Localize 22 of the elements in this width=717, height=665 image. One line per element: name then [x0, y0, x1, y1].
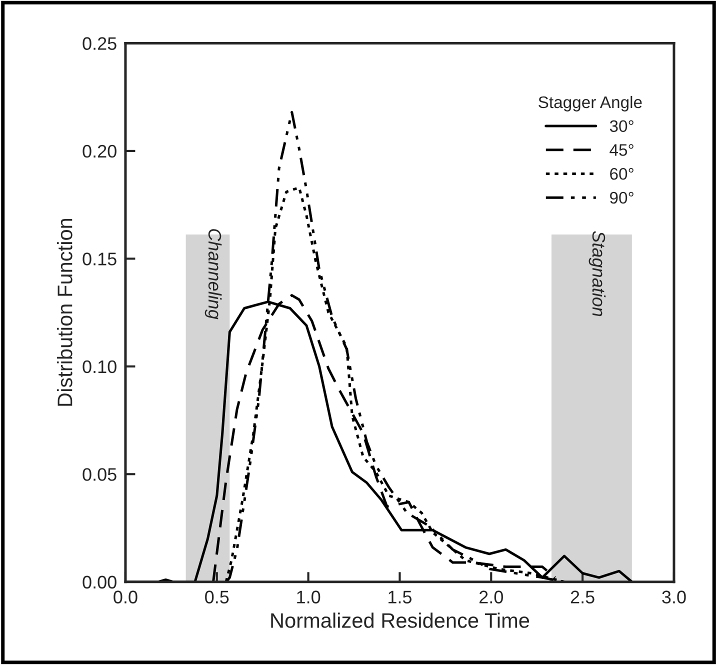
- legend-label: 60°: [610, 168, 634, 180]
- x-tick-label: 1.5: [388, 590, 412, 604]
- y-tick-label: 0.10: [82, 360, 116, 374]
- x-axis-title: Normalized Residence Time: [271, 612, 530, 628]
- y-tick-label: 0.15: [82, 252, 116, 266]
- legend-label: 30°: [610, 120, 634, 132]
- y-tick-label: 0.00: [82, 576, 116, 589]
- x-tick-label: 0.5: [205, 590, 229, 604]
- x-tick-label: 1.0: [297, 590, 320, 604]
- y-tick-label: 0.25: [82, 37, 116, 50]
- band-label: Channeling: [204, 229, 222, 320]
- legend-title: Stagger Angle: [538, 96, 642, 112]
- y-axis-title: Distribution Function: [57, 218, 72, 406]
- x-tick-label: 0.0: [114, 590, 138, 604]
- legend-label: 45°: [610, 144, 634, 156]
- legend-label: 90°: [610, 192, 634, 204]
- band-label: Stagnation: [588, 231, 606, 316]
- x-tick-label: 2.5: [570, 590, 594, 604]
- y-tick-label: 0.05: [82, 468, 116, 481]
- y-tick-label: 0.20: [82, 144, 116, 158]
- x-tick-label: 3.0: [662, 590, 686, 604]
- x-tick-label: 2.0: [480, 590, 503, 604]
